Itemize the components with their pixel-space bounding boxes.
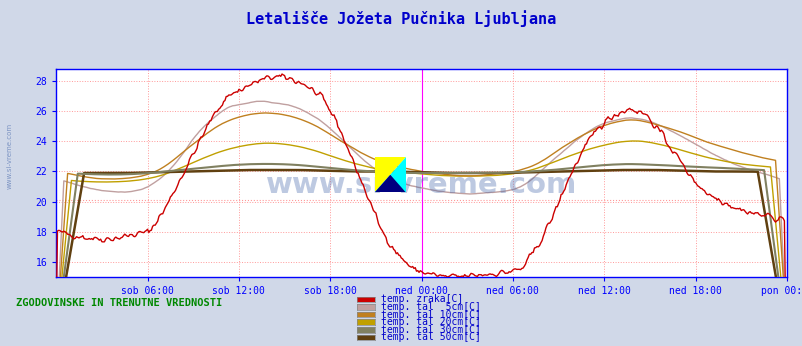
Text: www.si-vreme.com: www.si-vreme.com — [265, 172, 577, 199]
Text: ZGODOVINSKE IN TRENUTNE VREDNOSTI: ZGODOVINSKE IN TRENUTNE VREDNOSTI — [16, 298, 222, 308]
Text: temp. tal 30cm[C]: temp. tal 30cm[C] — [381, 325, 480, 335]
Text: Letališče Jožeta Pučnika Ljubljana: Letališče Jožeta Pučnika Ljubljana — [246, 10, 556, 27]
Text: www.si-vreme.com: www.si-vreme.com — [6, 122, 12, 189]
Polygon shape — [375, 157, 405, 192]
Text: temp. tal 20cm[C]: temp. tal 20cm[C] — [381, 317, 480, 327]
Polygon shape — [375, 157, 405, 192]
Polygon shape — [375, 175, 405, 192]
Text: temp. tal 10cm[C]: temp. tal 10cm[C] — [381, 310, 480, 319]
Text: temp. zraka[C]: temp. zraka[C] — [381, 294, 463, 304]
Text: temp. tal 50cm[C]: temp. tal 50cm[C] — [381, 333, 480, 342]
Text: temp. tal  5cm[C]: temp. tal 5cm[C] — [381, 302, 480, 312]
